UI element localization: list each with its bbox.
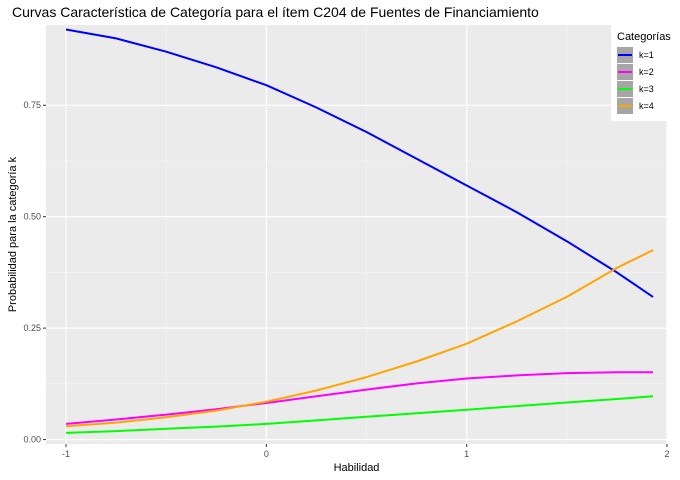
series-lines — [65, 28, 654, 434]
chart-title: Curvas Característica de Categoría para … — [12, 4, 539, 20]
series-line-k-2 — [65, 371, 653, 425]
x-tick-label: -1 — [62, 449, 70, 459]
legend-label: k=4 — [639, 101, 654, 111]
series-line-k-4 — [65, 249, 654, 428]
y-tick-label: 0.75 — [23, 100, 41, 110]
legend: Categorías k=1 k=2 k=3 k=4 — [611, 25, 680, 121]
series-line-k-3 — [65, 395, 654, 434]
x-tick-label: 1 — [464, 449, 469, 459]
series-line-k-1 — [65, 28, 654, 298]
plot-panel — [46, 25, 667, 444]
y-axis-label: Probabilidad para la categoría k — [7, 156, 19, 312]
y-axis-ticks: 0.00 0.25 0.50 0.75 — [23, 100, 46, 445]
legend-label: k=1 — [639, 50, 654, 60]
grid-lines — [46, 25, 668, 444]
x-axis-ticks: -1 0 1 2 — [62, 444, 670, 459]
legend-label: k=2 — [639, 67, 654, 77]
x-tick-label: 2 — [664, 449, 669, 459]
x-axis-label: Habilidad — [334, 462, 380, 474]
y-tick-label: 0.50 — [23, 212, 41, 222]
y-tick-label: 0.00 — [23, 435, 41, 445]
legend-title: Categorías — [617, 31, 671, 43]
legend-items: k=1 k=2 k=3 k=4 — [617, 47, 654, 114]
legend-label: k=3 — [639, 84, 654, 94]
x-tick-label: 0 — [264, 449, 269, 459]
y-tick-label: 0.25 — [23, 323, 41, 333]
